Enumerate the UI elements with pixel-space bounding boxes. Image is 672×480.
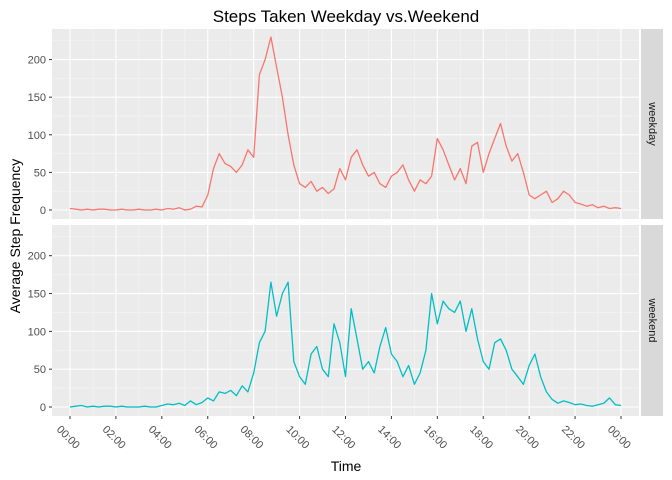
y-tick-label: 150: [28, 92, 46, 104]
chart-title: Steps Taken Weekday vs.Weekend: [213, 7, 480, 26]
x-axis-title: Time: [331, 458, 362, 474]
x-tick-label: 02:00: [100, 424, 128, 452]
facet-strip: [641, 225, 663, 416]
y-tick-label: 50: [34, 364, 46, 376]
y-tick-label: 0: [40, 402, 46, 414]
x-tick-label: 12:00: [329, 424, 357, 452]
series-line-weekday: [69, 36, 622, 211]
x-tick-label: 16:00: [421, 424, 449, 452]
x-tick-label: 10:00: [283, 424, 311, 452]
facet-strip-label: weekend: [646, 297, 658, 342]
y-tick-label: 0: [40, 205, 46, 217]
x-tick-label: 20:00: [513, 424, 541, 452]
x-tick-label: 06:00: [192, 424, 220, 452]
facet-strip: [641, 29, 663, 219]
facet-strip-label: weekday: [646, 101, 658, 146]
y-axis-title: Average Step Frequency: [7, 159, 23, 314]
y-tick-label: 150: [28, 289, 46, 301]
y-tick-label: 100: [28, 130, 46, 142]
facet-panel-weekday: 0 50 100 150 200 weekday: [28, 29, 663, 219]
x-tick-label: 04:00: [146, 424, 174, 452]
x-tick-label: 00:00: [605, 424, 633, 452]
x-tick-label: 14:00: [375, 424, 403, 452]
y-tick-label: 200: [28, 55, 46, 67]
y-tick-label: 50: [34, 167, 46, 179]
x-tick-label: 08:00: [238, 424, 266, 452]
x-tick-label: 18:00: [467, 424, 495, 452]
series-line-weekend: [69, 281, 622, 408]
facet-panel-weekend: 0 50 100 150 200 weekend: [28, 225, 663, 416]
y-tick-label: 200: [28, 251, 46, 263]
y-tick-label: 100: [28, 326, 46, 338]
x-axis: 00:00 02:00 04:00 06:00 08:00 10:00 12:00 14:00…: [54, 416, 633, 452]
x-tick-label: 00:00: [54, 424, 82, 452]
facet-panels: 0 50 100 150 200 weekday 0 50 100 150 200 weekend 00…: [28, 29, 663, 452]
x-tick-label: 22:00: [559, 424, 587, 452]
